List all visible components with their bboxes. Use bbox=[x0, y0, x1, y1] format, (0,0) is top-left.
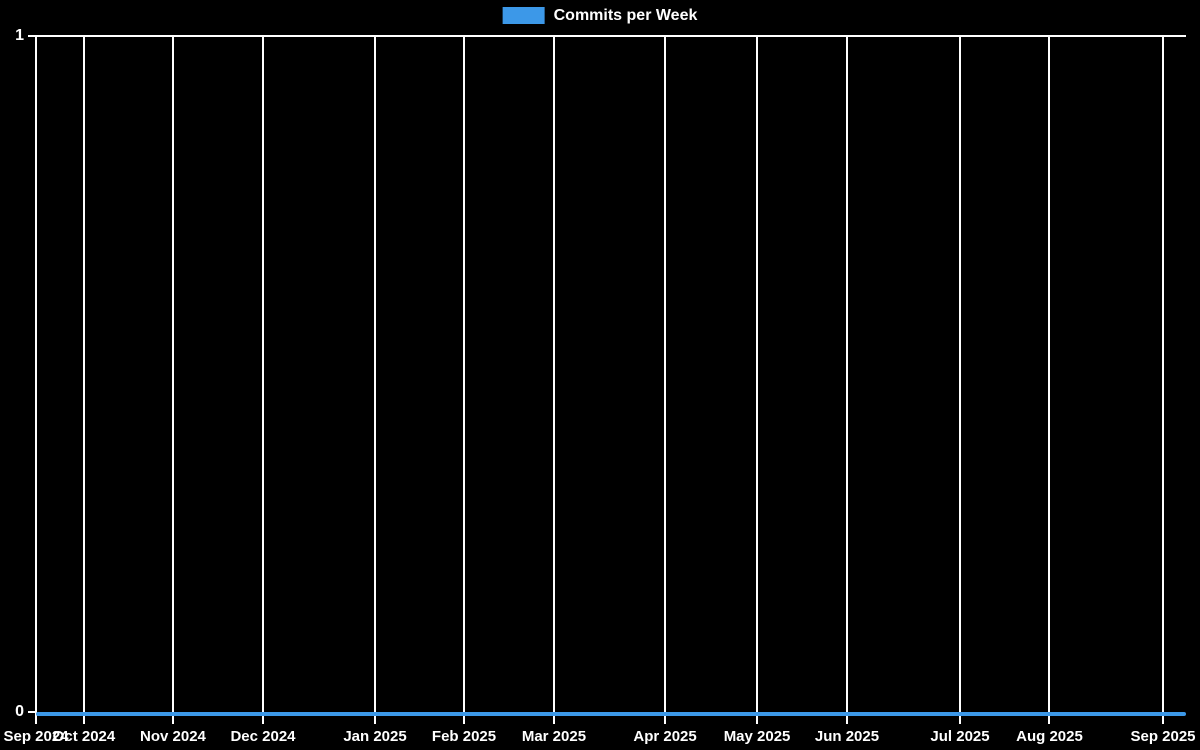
legend-swatch bbox=[502, 7, 545, 24]
legend-item-commits-per-week[interactable]: Commits per Week bbox=[502, 6, 698, 25]
x-gridline bbox=[959, 36, 962, 724]
x-gridline bbox=[262, 36, 264, 724]
x-tick-label: Nov 2024 bbox=[140, 728, 206, 745]
x-gridline bbox=[82, 36, 85, 724]
x-tick-label: Jun 2025 bbox=[814, 728, 880, 745]
x-tick-label: Jan 2025 bbox=[343, 728, 407, 745]
legend-label: Commits per Week bbox=[553, 7, 698, 24]
x-tick-label: Aug 2025 bbox=[1016, 728, 1083, 745]
x-gridline bbox=[1162, 36, 1164, 724]
x-gridline bbox=[35, 36, 37, 724]
x-gridline bbox=[845, 36, 848, 724]
x-gridline bbox=[374, 36, 377, 724]
gridline-y-max bbox=[28, 35, 1186, 37]
x-tick-label: Jul 2025 bbox=[930, 728, 990, 745]
x-tick-label: Apr 2025 bbox=[633, 728, 697, 745]
y-axis-label-max: 1 bbox=[15, 27, 24, 44]
data-line-commits bbox=[36, 712, 1186, 716]
x-gridline bbox=[756, 36, 759, 724]
x-gridline bbox=[664, 36, 667, 724]
x-gridline bbox=[1048, 36, 1051, 724]
x-tick-label: Feb 2025 bbox=[431, 728, 497, 745]
y-axis-label-min: 0 bbox=[15, 703, 24, 720]
x-tick-label: Sep 2024 bbox=[3, 728, 69, 745]
x-gridline bbox=[171, 36, 174, 724]
x-tick-label: May 2025 bbox=[723, 728, 791, 745]
x-tick-label: Dec 2024 bbox=[230, 728, 296, 745]
x-tick-label: Oct 2024 bbox=[52, 728, 116, 745]
x-tick-label: Mar 2025 bbox=[521, 728, 587, 745]
x-tick-label: Sep 2025 bbox=[1130, 728, 1196, 745]
x-gridline bbox=[463, 36, 466, 724]
y-axis-tick-zero bbox=[28, 711, 37, 713]
x-gridline bbox=[552, 36, 555, 724]
